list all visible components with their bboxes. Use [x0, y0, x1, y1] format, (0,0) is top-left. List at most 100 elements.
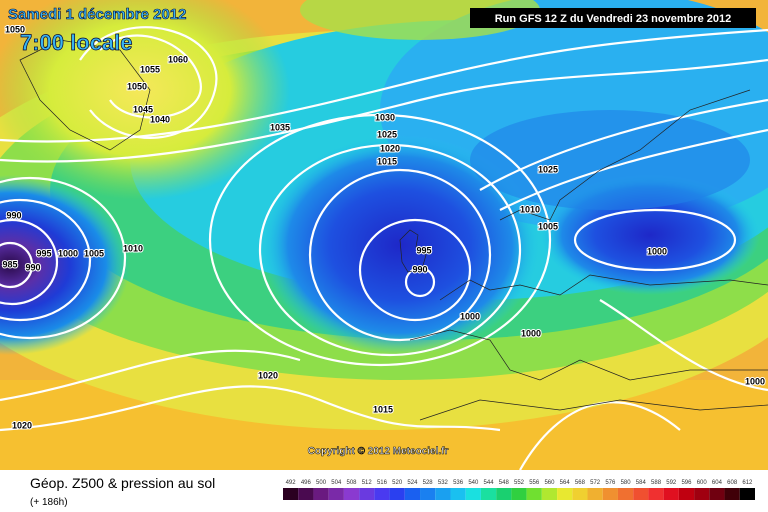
scale-label: 512: [362, 480, 373, 486]
isobar-label: 1040: [150, 114, 170, 124]
isobar-label: 1000: [647, 246, 667, 256]
scale-swatch: [359, 488, 375, 500]
isobar-label: 1045: [133, 104, 153, 114]
scale-label: 580: [621, 480, 632, 486]
isobar-label: 1020: [12, 420, 32, 430]
isobar-label: 1060: [168, 54, 188, 64]
scale-swatch: [298, 488, 314, 500]
scale-label: 496: [301, 480, 312, 486]
isobar-label: 1050: [5, 24, 25, 34]
scale-swatch: [328, 488, 344, 500]
scale-label: 540: [468, 480, 479, 486]
scale-label: 524: [407, 480, 418, 486]
scale-label: 592: [666, 480, 677, 486]
footer-lead: (+ 186h): [30, 497, 68, 508]
scale-label: 560: [544, 480, 555, 486]
run-box: [470, 8, 756, 28]
run-info: Run GFS 12 Z du Vendredi 23 novembre 201…: [495, 13, 732, 25]
scale-swatch: [404, 488, 421, 500]
scale-swatch: [343, 488, 360, 500]
scale-swatch: [633, 488, 649, 500]
scale-label: 516: [377, 480, 388, 486]
scale-label: 508: [347, 480, 358, 486]
isobar-label: 990: [412, 264, 427, 274]
scale-swatch: [587, 488, 603, 500]
scale-swatch: [496, 488, 512, 500]
scale-swatch: [663, 488, 679, 500]
isobar-label: 1035: [270, 122, 290, 132]
scale-swatch: [526, 488, 542, 500]
isobar-label: 1055: [140, 64, 160, 74]
scale-swatch: [648, 488, 664, 500]
scale-swatch: [724, 488, 740, 500]
isobar-label: 1015: [373, 404, 393, 414]
scale-label: 504: [331, 480, 342, 486]
scale-swatch: [739, 488, 755, 500]
isobar-label: 1020: [258, 370, 278, 380]
scale-swatch: [283, 488, 299, 500]
scale-label: 564: [560, 480, 571, 486]
scale-swatch: [602, 488, 618, 500]
scale-label: 536: [453, 480, 464, 486]
isobar-label: 985: [2, 259, 17, 269]
scale-label: 492: [286, 480, 297, 486]
scale-label: 528: [423, 480, 434, 486]
coastlines: [19, 39, 768, 421]
isobar-label: 990: [25, 262, 40, 272]
isobar-label: 1005: [538, 221, 558, 231]
isobar-lines: [0, 26, 768, 471]
isobar-label: 1000: [58, 248, 78, 258]
scale-swatch: [617, 488, 634, 500]
scale-swatch: [420, 488, 436, 500]
scale-label: 576: [605, 480, 616, 486]
copyright: Copyright © 2012 Meteociel.fr: [308, 446, 449, 457]
isobar-label: 1010: [520, 204, 540, 214]
isobar-label: 1025: [538, 164, 558, 174]
scale-label: 568: [575, 480, 586, 486]
isobar-label: 1005: [84, 248, 104, 258]
scale-label: 604: [712, 480, 723, 486]
scale-swatch: [541, 488, 558, 500]
isobar-label: 990: [6, 210, 21, 220]
scale-swatch: [709, 488, 725, 500]
isobar-label: 1050: [127, 81, 147, 91]
scale-label: 500: [316, 480, 327, 486]
isobar-label: 1010: [123, 243, 143, 253]
scale-swatch: [465, 488, 481, 500]
forecast-date: Samedi 1 décembre 2012: [8, 6, 186, 23]
isobar-label: 1020: [380, 143, 400, 153]
scale-label: 520: [392, 480, 403, 486]
scale-label: 544: [484, 480, 495, 486]
scale-label: 612: [742, 480, 753, 486]
scale-swatch: [389, 488, 405, 500]
scale-label: 556: [529, 480, 540, 486]
scale-label: 532: [438, 480, 449, 486]
forecast-time: 7:00 locale: [20, 30, 133, 55]
scale-swatch: [450, 488, 466, 500]
scale-swatch: [694, 488, 710, 500]
isobar-label: 1025: [377, 129, 397, 139]
scale-label: 588: [651, 480, 662, 486]
scale-label: 596: [681, 480, 692, 486]
scale-label: 608: [727, 480, 738, 486]
scale-label: 548: [499, 480, 510, 486]
isobar-label: 995: [36, 248, 51, 258]
isobar-label: 995: [416, 245, 431, 255]
isobar-label: 1000: [521, 328, 541, 338]
scale-swatch: [435, 488, 451, 500]
scale-label: 572: [590, 480, 601, 486]
scale-swatch: [678, 488, 695, 500]
color-scale: 492 496 500 504 508 512 516 520 524 528 532 536 540 5…: [283, 480, 755, 500]
footer-title: Géop. Z500 & pression au sol: [30, 475, 215, 491]
isobar-label: 1000: [745, 376, 765, 386]
scale-swatch: [480, 488, 497, 500]
scale-swatch: [557, 488, 573, 500]
header: Samedi 1 décembre 2012 7:00 locale Run G…: [8, 6, 756, 55]
scale-label: 600: [697, 480, 708, 486]
isobar-label: 1030: [375, 112, 395, 122]
scale-label: 552: [514, 480, 525, 486]
isobar-label: 1015: [377, 156, 397, 166]
scale-swatch: [572, 488, 588, 500]
